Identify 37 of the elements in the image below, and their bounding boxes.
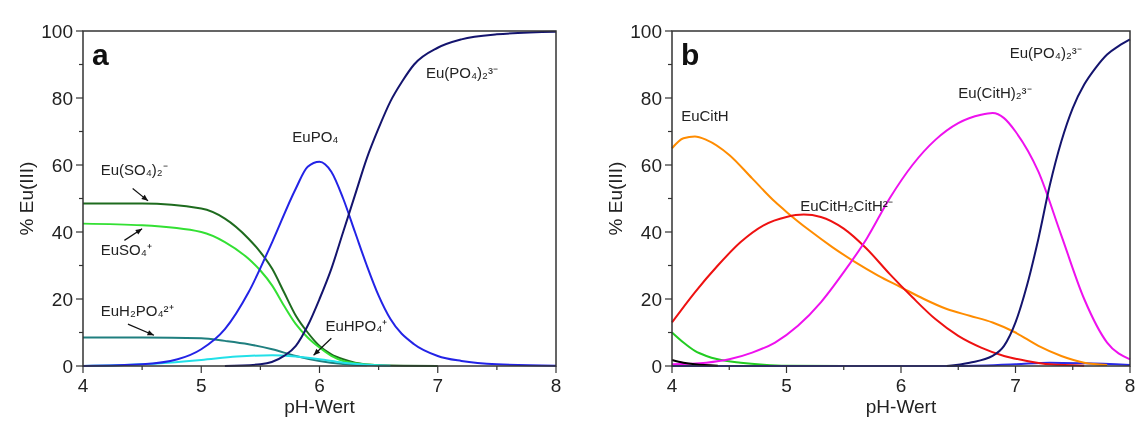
- y-tick-label: 100: [630, 21, 662, 42]
- x-tick-label: 8: [1124, 375, 1136, 396]
- series-label: EuH₂PO₄²⁺: [100, 301, 174, 319]
- chart-title: b: [681, 38, 700, 71]
- chart-title: a: [92, 38, 109, 71]
- series-label: EuHPO₄⁺: [325, 316, 388, 334]
- x-tick-label: 6: [314, 375, 325, 396]
- x-tick-label: 5: [195, 375, 207, 396]
- series-label: Eu(CitH)₂³⁻: [958, 84, 1032, 101]
- x-tick-label: 7: [432, 375, 444, 396]
- x-tick-label: 8: [550, 375, 562, 396]
- series-label: Eu(PO₄)₂³⁻: [425, 63, 498, 81]
- series-label: Eu(SO₄)₂⁻: [100, 161, 168, 179]
- y-tick-label: 60: [640, 155, 662, 176]
- series-label: EuSO₄⁺: [100, 241, 152, 259]
- x-tick-label: 4: [666, 375, 678, 396]
- x-tick-label: 4: [77, 375, 89, 396]
- series-label: EuCitH: [681, 107, 729, 125]
- y-axis-title: % Eu(III): [16, 161, 37, 236]
- x-axis-title: pH-Wert: [865, 396, 937, 417]
- y-tick-label: 40: [51, 222, 73, 243]
- y-tick-label: 80: [640, 88, 662, 109]
- y-tick-label: 20: [640, 289, 662, 310]
- series-label: Eu(PO₄)₂³⁻: [1009, 43, 1082, 61]
- x-tick-label: 6: [895, 375, 907, 396]
- y-axis-title: % Eu(III): [605, 161, 626, 236]
- y-tick-label: 60: [51, 155, 73, 176]
- series-label: EuPO₄: [292, 127, 339, 145]
- y-tick-label: 0: [651, 356, 662, 377]
- y-tick-label: 80: [51, 88, 73, 109]
- x-axis-title: pH-Wert: [284, 396, 356, 417]
- y-tick-label: 40: [640, 222, 662, 243]
- x-tick-label: 5: [781, 375, 792, 396]
- y-tick-label: 100: [41, 21, 73, 42]
- x-tick-label: 7: [1010, 375, 1021, 396]
- y-tick-label: 0: [62, 356, 73, 377]
- y-tick-label: 20: [51, 289, 73, 310]
